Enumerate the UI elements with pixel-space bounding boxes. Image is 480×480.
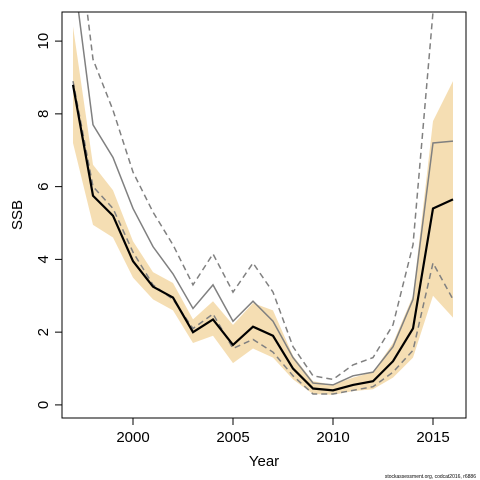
confidence-band	[73, 26, 453, 395]
y-tick-label: 8	[35, 110, 52, 118]
series-line	[77, 12, 454, 386]
y-tick-label: 2	[35, 328, 52, 336]
y-tick-label: 10	[35, 33, 52, 50]
series-line	[86, 12, 434, 381]
x-tick-label: 2010	[316, 429, 349, 446]
plot-frame	[61, 11, 467, 419]
x-axis-label: Year	[249, 453, 279, 470]
y-axis-label: SSB	[9, 200, 26, 230]
y-tick-label: 6	[35, 182, 52, 190]
x-tick-label: 2000	[116, 429, 149, 446]
x-tick-label: 2005	[216, 429, 249, 446]
x-tick-label: 2015	[416, 429, 449, 446]
y-tick-label: 4	[35, 255, 52, 263]
plot-area	[71, 12, 454, 395]
series-line	[71, 84, 454, 392]
series-line	[72, 80, 454, 395]
y-tick-label: 0	[35, 401, 52, 409]
caption: stockassessment.org, codcat2016, r6886	[385, 474, 476, 480]
